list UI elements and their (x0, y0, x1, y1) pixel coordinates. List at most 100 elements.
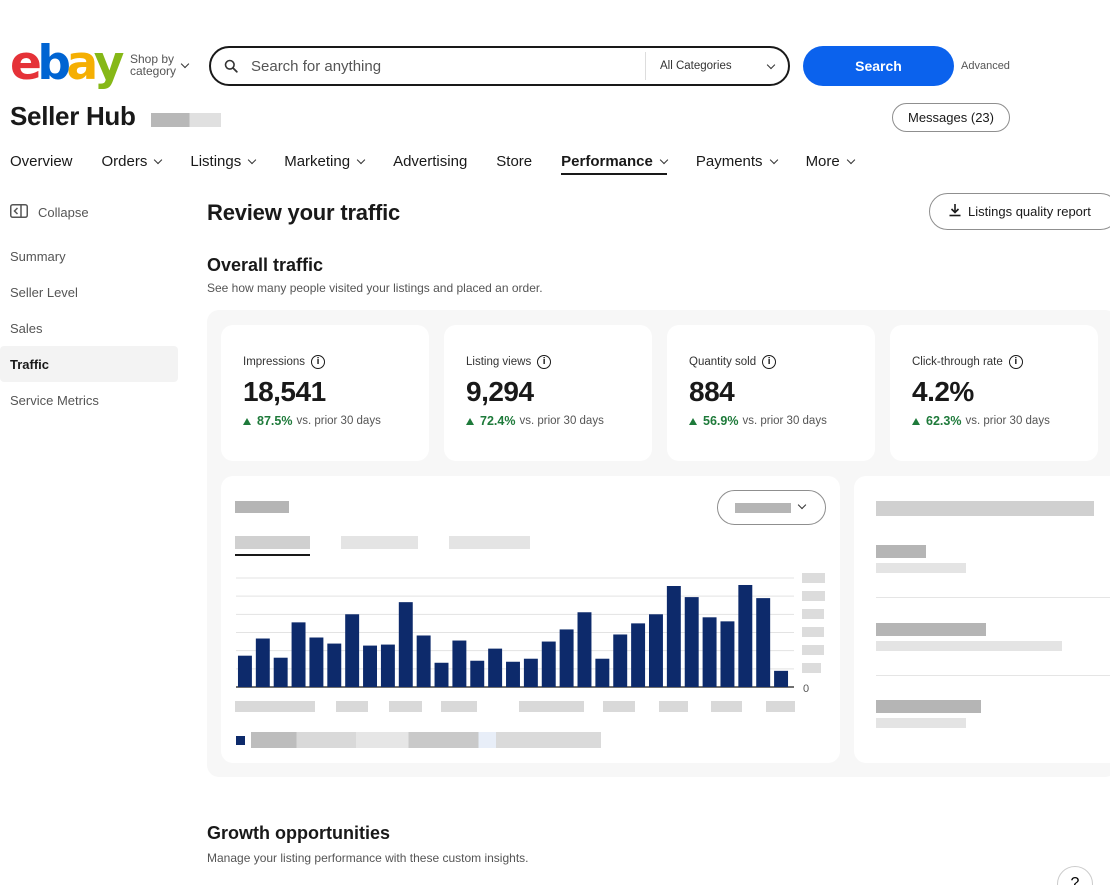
up-arrow-icon (243, 417, 251, 425)
nav-item-marketing[interactable]: Marketing (284, 150, 366, 172)
sidebar-item-label: Service Metrics (10, 392, 99, 408)
sidebar-item-seller-level[interactable]: Seller Level (0, 274, 178, 310)
search-input[interactable] (251, 57, 641, 75)
category-select-value: All Categories (660, 60, 732, 72)
chart-tab[interactable] (449, 536, 530, 549)
sidebar-item-sales[interactable]: Sales (0, 310, 178, 346)
nav-item-performance[interactable]: Performance (561, 150, 669, 175)
shop-by-category-button[interactable]: Shop by category (130, 52, 190, 78)
chart-tab[interactable] (341, 536, 418, 549)
logo-letter-e: e (10, 36, 42, 91)
nav-item-advertising[interactable]: Advertising (393, 150, 467, 172)
date-range-select[interactable] (717, 490, 826, 525)
sidebar-item-service-metrics[interactable]: Service Metrics (0, 382, 178, 418)
section-title: Review your traffic (207, 200, 401, 225)
redacted-summary-value (876, 545, 926, 558)
redacted-summary-value (876, 623, 986, 636)
chevron-down-icon (659, 155, 669, 164)
kpi-label: Impressions (243, 356, 305, 368)
nav-item-orders[interactable]: Orders (101, 150, 163, 172)
kpi-compare: vs. prior 30 days (519, 415, 604, 427)
sidebar-item-label: Traffic (10, 356, 50, 372)
info-icon[interactable]: i (311, 355, 325, 369)
nav-item-label: Overview (10, 152, 73, 170)
overall-traffic-subtitle: See how many people visited your listing… (207, 281, 543, 295)
up-arrow-icon (912, 417, 920, 425)
collapse-icon (10, 204, 28, 221)
divider (876, 597, 1110, 598)
info-icon[interactable]: i (537, 355, 552, 369)
kpi-change: 72.4% (480, 414, 516, 428)
nav-item-label: Store (496, 152, 533, 170)
help-button[interactable]: ? (1057, 866, 1093, 885)
advanced-search-link[interactable]: Advanced (961, 60, 1010, 72)
nav-item-label: More (805, 152, 840, 170)
chevron-down-icon (797, 500, 807, 510)
kpi-value: 884 (689, 376, 735, 407)
listings-quality-report-button[interactable]: Listings quality report (929, 193, 1110, 230)
kpi-card-quantity-sold: Quantity sold i 884 56.9% vs. prior 30 day… (667, 325, 875, 461)
redacted-range-label (735, 503, 791, 513)
redacted-legend-label (251, 732, 601, 748)
kpi-change: 62.3% (926, 414, 962, 428)
redacted-summary-label (876, 718, 966, 728)
kpi-change: 56.9% (703, 414, 739, 428)
search-icon (211, 59, 251, 73)
sidebar-item-label: Summary (10, 248, 66, 264)
kpi-compare: vs. prior 30 days (965, 415, 1050, 427)
report-button-label: Listings quality report (968, 204, 1091, 219)
up-arrow-icon (466, 417, 474, 425)
up-arrow-icon (689, 417, 697, 425)
nav-item-label: Listings (190, 152, 242, 170)
sidebar-item-traffic[interactable]: Traffic (0, 346, 178, 382)
kpi-compare: vs. prior 30 days (742, 415, 827, 427)
nav-item-listings[interactable]: Listings (190, 150, 257, 172)
chevron-down-icon (846, 155, 855, 164)
redacted-summary-label (876, 563, 966, 573)
shop-by-label: Shop by (130, 52, 175, 66)
info-icon[interactable]: i (1008, 355, 1023, 369)
overall-traffic-title: Overall traffic (207, 255, 324, 275)
sidebar-item-summary[interactable]: Summary (0, 238, 178, 274)
kpi-value: 18,541 (243, 376, 326, 407)
main-nav: Overview Orders Listings Marketing Adver… (10, 150, 883, 175)
nav-item-more[interactable]: More (805, 150, 855, 172)
divider (876, 675, 1110, 676)
logo-letter-b: b (37, 36, 71, 91)
kpi-label: Listing views (466, 356, 532, 368)
chevron-down-icon (356, 155, 366, 164)
info-icon[interactable]: i (762, 355, 777, 369)
nav-item-label: Advertising (393, 152, 468, 170)
category-select[interactable]: All Categories (645, 52, 788, 80)
chart-tab-active[interactable] (235, 536, 310, 549)
nav-item-label: Performance (561, 152, 653, 170)
search-button[interactable]: Search (803, 46, 954, 86)
redacted-chart-title (235, 501, 289, 513)
redacted-summary-value (876, 700, 981, 713)
page-title: Seller Hub (10, 101, 136, 131)
chevron-down-icon (766, 60, 776, 69)
search-bar: All Categories (209, 46, 790, 86)
category-label: category (130, 64, 177, 78)
messages-button[interactable]: Messages (23) (892, 103, 1010, 132)
collapse-label: Collapse (38, 205, 89, 220)
redacted-store-name (151, 113, 221, 127)
download-icon (948, 203, 962, 220)
kpi-value: 9,294 (466, 376, 534, 407)
kpi-label: Quantity sold (689, 356, 757, 368)
nav-item-overview[interactable]: Overview (10, 150, 73, 172)
growth-opportunities-subtitle: Manage your listing performance with the… (207, 851, 529, 865)
nav-item-label: Orders (101, 152, 148, 170)
redacted-summary-label (876, 641, 1062, 651)
chevron-down-icon (769, 155, 778, 164)
nav-item-store[interactable]: Store (496, 150, 532, 172)
active-tab-underline (235, 554, 310, 556)
collapse-sidebar-button[interactable]: Collapse (10, 204, 89, 221)
ebay-logo[interactable]: e b a y (10, 36, 124, 91)
redacted-summary-title (876, 501, 1094, 516)
kpi-compare: vs. prior 30 days (296, 415, 381, 427)
growth-opportunities-title: Growth opportunities (207, 823, 390, 843)
chevron-down-icon (247, 155, 257, 164)
kpi-card-impressions: Impressions i 18,541 87.5% vs. prior 30 da… (221, 325, 429, 461)
nav-item-payments[interactable]: Payments (696, 150, 778, 172)
